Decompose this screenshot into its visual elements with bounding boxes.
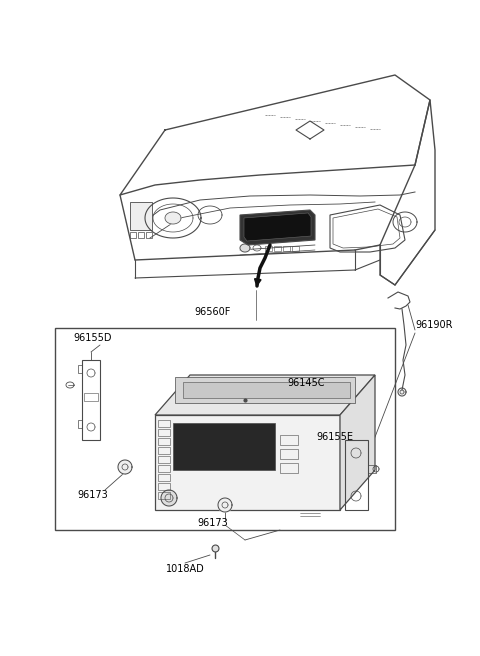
Bar — [158, 456, 170, 463]
Bar — [292, 246, 299, 251]
Bar — [82, 360, 100, 440]
Bar — [155, 415, 340, 510]
Bar — [158, 474, 170, 481]
Bar — [283, 246, 290, 251]
Bar — [368, 465, 376, 473]
Bar — [158, 438, 170, 445]
Polygon shape — [240, 210, 315, 245]
Bar — [130, 202, 152, 230]
Bar — [158, 483, 170, 490]
Bar — [345, 440, 368, 510]
Text: 96173: 96173 — [198, 518, 228, 528]
Text: 96155D: 96155D — [73, 333, 111, 343]
Bar — [130, 232, 136, 238]
Bar — [158, 447, 170, 454]
Polygon shape — [240, 244, 250, 252]
Polygon shape — [244, 213, 311, 241]
Polygon shape — [175, 377, 355, 403]
Text: 96560F: 96560F — [195, 307, 231, 317]
Text: 1018AD: 1018AD — [166, 564, 204, 574]
Bar — [274, 246, 281, 251]
Polygon shape — [155, 375, 375, 415]
Polygon shape — [218, 498, 232, 512]
Bar — [84, 393, 98, 401]
Text: 96173: 96173 — [77, 490, 108, 500]
Bar — [173, 423, 275, 470]
Bar — [55, 328, 395, 530]
Text: 96190R: 96190R — [415, 320, 453, 330]
Polygon shape — [161, 490, 177, 506]
Text: 96145C: 96145C — [287, 378, 324, 388]
Text: 96155E: 96155E — [316, 432, 353, 442]
Polygon shape — [118, 460, 132, 474]
Bar — [138, 232, 144, 238]
Bar — [146, 232, 152, 238]
Bar — [78, 365, 82, 373]
Bar — [158, 492, 170, 499]
Bar — [158, 429, 170, 436]
Bar — [280, 435, 298, 445]
Bar — [280, 463, 298, 473]
Bar — [78, 420, 82, 428]
Polygon shape — [183, 382, 350, 398]
Bar — [280, 449, 298, 459]
Bar — [158, 465, 170, 472]
Polygon shape — [165, 212, 181, 224]
Bar — [265, 246, 272, 251]
Polygon shape — [398, 388, 406, 396]
Polygon shape — [340, 375, 375, 510]
Bar — [158, 420, 170, 427]
